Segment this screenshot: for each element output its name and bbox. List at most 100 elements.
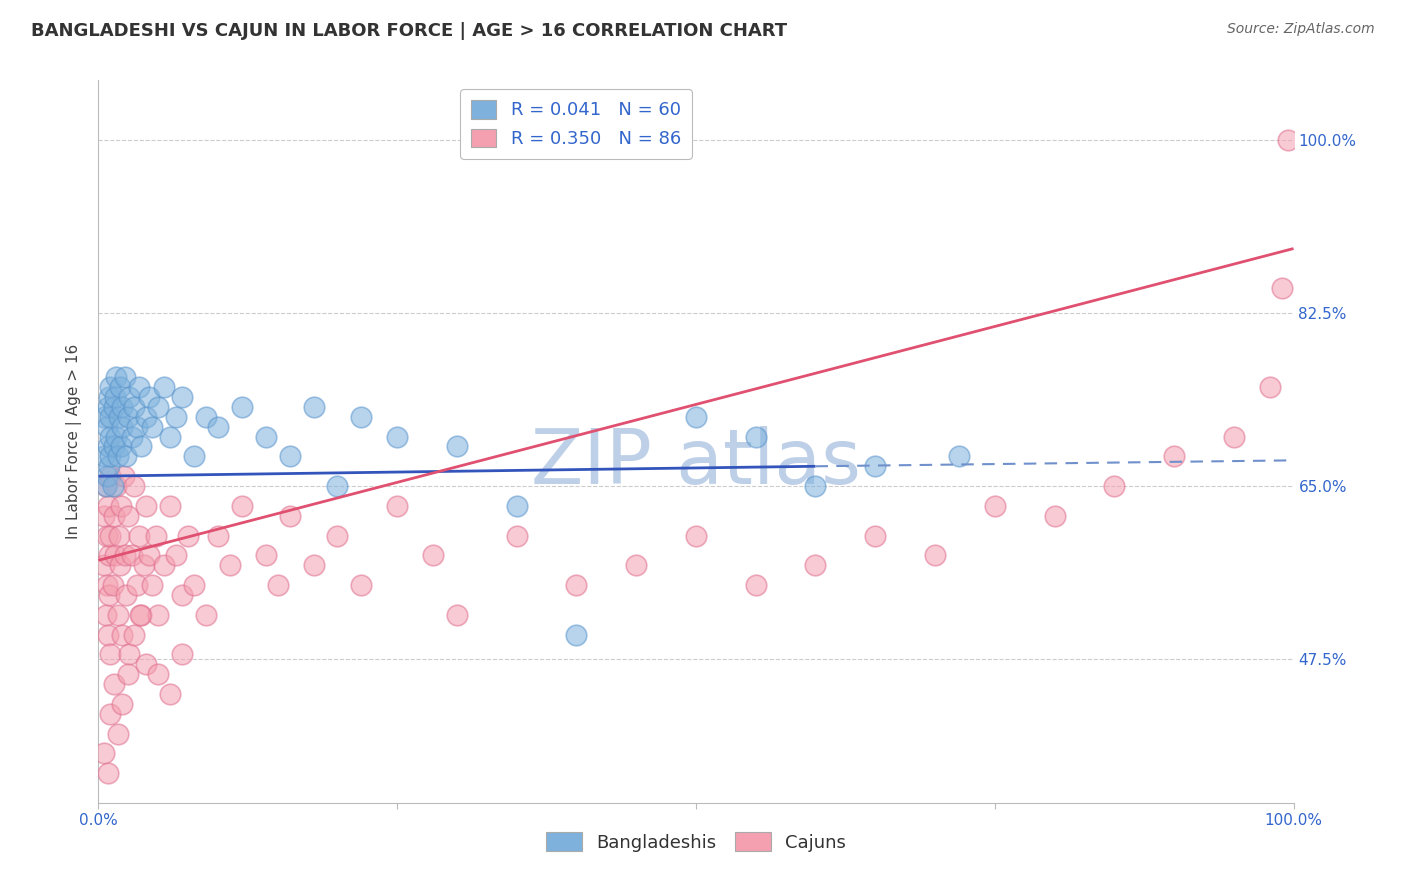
Point bbox=[105, 370, 128, 384]
Point bbox=[153, 380, 176, 394]
Point bbox=[103, 440, 125, 454]
Point bbox=[124, 479, 146, 493]
Point bbox=[267, 578, 290, 592]
Point bbox=[96, 578, 118, 592]
Point bbox=[111, 400, 134, 414]
Point bbox=[117, 667, 139, 681]
Point bbox=[138, 549, 160, 563]
Point bbox=[105, 429, 128, 443]
Point bbox=[98, 588, 121, 602]
Point bbox=[93, 558, 115, 573]
Point bbox=[446, 440, 468, 454]
Point bbox=[118, 648, 141, 662]
Point bbox=[948, 450, 970, 464]
Point bbox=[172, 648, 194, 662]
Point bbox=[115, 588, 138, 602]
Point bbox=[1163, 450, 1185, 464]
Point bbox=[97, 400, 120, 414]
Point bbox=[506, 528, 529, 542]
Point bbox=[96, 528, 118, 542]
Text: BANGLADESHI VS CAJUN IN LABOR FORCE | AGE > 16 CORRELATION CHART: BANGLADESHI VS CAJUN IN LABOR FORCE | AG… bbox=[31, 22, 787, 40]
Point bbox=[231, 400, 253, 414]
Point bbox=[93, 508, 115, 523]
Point bbox=[128, 528, 150, 542]
Point bbox=[422, 549, 444, 563]
Point bbox=[97, 627, 120, 641]
Point bbox=[745, 429, 768, 443]
Point bbox=[924, 549, 946, 563]
Point bbox=[302, 558, 325, 573]
Point bbox=[1223, 429, 1246, 443]
Point bbox=[104, 390, 127, 404]
Point bbox=[98, 409, 122, 424]
Point bbox=[98, 459, 121, 474]
Point bbox=[207, 528, 229, 542]
Point bbox=[93, 747, 115, 761]
Point bbox=[626, 558, 648, 573]
Point bbox=[219, 558, 242, 573]
Point bbox=[94, 479, 117, 493]
Point bbox=[101, 578, 124, 592]
Point bbox=[107, 450, 129, 464]
Point bbox=[145, 528, 167, 542]
Point bbox=[148, 607, 170, 622]
Point bbox=[124, 400, 146, 414]
Point bbox=[207, 419, 229, 434]
Point bbox=[103, 400, 125, 414]
Point bbox=[105, 479, 128, 493]
Point bbox=[98, 706, 122, 721]
Point bbox=[565, 627, 588, 641]
Point bbox=[128, 380, 150, 394]
Point bbox=[111, 419, 134, 434]
Text: ZIP atlas: ZIP atlas bbox=[531, 426, 860, 500]
Point bbox=[125, 419, 148, 434]
Point bbox=[446, 607, 468, 622]
Point bbox=[1277, 133, 1299, 147]
Point bbox=[118, 390, 141, 404]
Point bbox=[125, 578, 148, 592]
Point bbox=[97, 440, 120, 454]
Point bbox=[98, 528, 122, 542]
Point bbox=[112, 469, 135, 483]
Point bbox=[278, 450, 301, 464]
Point bbox=[326, 479, 349, 493]
Point bbox=[254, 549, 277, 563]
Point bbox=[984, 499, 1007, 513]
Point bbox=[98, 390, 121, 404]
Point bbox=[195, 607, 218, 622]
Point bbox=[183, 578, 205, 592]
Point bbox=[1043, 508, 1066, 523]
Point bbox=[131, 607, 153, 622]
Point bbox=[159, 499, 181, 513]
Point bbox=[117, 409, 139, 424]
Point bbox=[177, 528, 200, 542]
Point bbox=[131, 440, 153, 454]
Point bbox=[135, 499, 157, 513]
Point bbox=[565, 578, 588, 592]
Point bbox=[97, 766, 120, 780]
Point bbox=[804, 479, 827, 493]
Point bbox=[107, 726, 129, 740]
Point bbox=[159, 429, 181, 443]
Point bbox=[1104, 479, 1126, 493]
Point bbox=[124, 627, 146, 641]
Point bbox=[865, 459, 887, 474]
Point bbox=[172, 390, 194, 404]
Point bbox=[103, 677, 125, 691]
Point bbox=[110, 499, 132, 513]
Point bbox=[98, 469, 122, 483]
Point bbox=[101, 479, 124, 493]
Point bbox=[111, 627, 134, 641]
Point bbox=[117, 508, 139, 523]
Point bbox=[110, 440, 132, 454]
Point bbox=[94, 479, 117, 493]
Point bbox=[804, 558, 827, 573]
Point bbox=[138, 390, 160, 404]
Point bbox=[97, 499, 120, 513]
Point bbox=[98, 648, 122, 662]
Point bbox=[135, 657, 157, 672]
Point bbox=[385, 499, 409, 513]
Point bbox=[1271, 281, 1294, 295]
Point bbox=[98, 549, 121, 563]
Point bbox=[326, 528, 349, 542]
